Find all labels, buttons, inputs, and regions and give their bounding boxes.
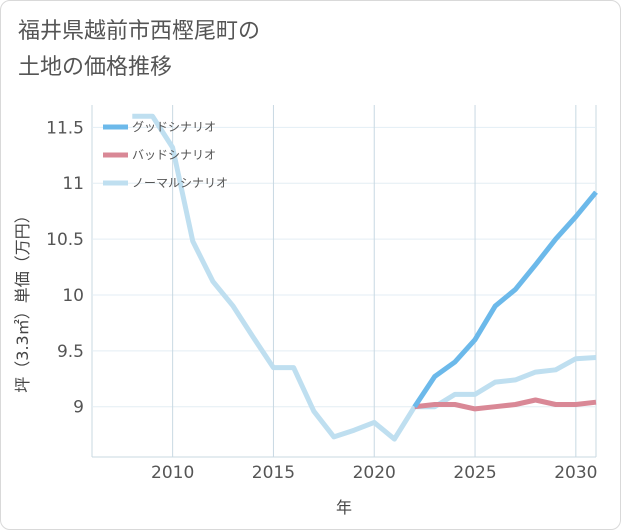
x-tick-labels: 2010 2015 2020 2025 2030 xyxy=(151,463,597,483)
series-line-1 xyxy=(414,397,597,412)
series-lines xyxy=(132,113,598,442)
x-tick-label: 2010 xyxy=(151,463,194,483)
y-tick-label: 10.5 xyxy=(46,230,84,250)
y-tick-label: 11 xyxy=(62,174,84,194)
x-tick-label: 2025 xyxy=(453,463,496,483)
x-tick-label: 2030 xyxy=(554,463,597,483)
legend-label: グッドシナリオ xyxy=(132,120,216,134)
y-tick-label: 9.5 xyxy=(57,342,84,362)
grid-lines xyxy=(91,105,597,458)
x-tick-label: 2020 xyxy=(353,463,396,483)
y-axis-label: 坪（3.3㎡）単価（万円） xyxy=(13,207,32,392)
x-axis-label: 年 xyxy=(336,498,352,517)
y-tick-labels: 9 9.5 10 10.5 11 11.5 xyxy=(46,118,84,417)
y-tick-label: 11.5 xyxy=(46,118,84,138)
chart-title: 福井県越前市西樫尾町の 土地の価格推移 xyxy=(18,19,261,80)
y-tick-label: 10 xyxy=(62,286,84,306)
x-tick-label: 2015 xyxy=(252,463,295,483)
y-tick-label: 9 xyxy=(73,398,84,418)
legend-label: ノーマルシナリオ xyxy=(132,176,228,190)
legend-label: バッドシナリオ xyxy=(132,148,216,162)
series-line-2 xyxy=(132,113,597,442)
series-line-0 xyxy=(412,190,598,409)
